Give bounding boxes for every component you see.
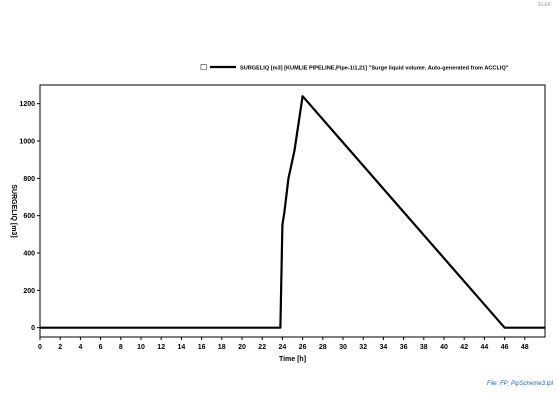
y-tick-label: 200 (23, 288, 35, 295)
x-tick-label: 6 (99, 344, 103, 351)
y-axis-label: SURGELIQ [m3] (10, 184, 17, 237)
x-tick-label: 32 (359, 344, 367, 351)
x-tick-label: 16 (198, 344, 206, 351)
x-tick-label: 12 (157, 344, 165, 351)
x-tick-label: 26 (299, 344, 307, 351)
x-tick-label: 2 (58, 344, 62, 351)
x-tick-label: 10 (137, 344, 145, 351)
x-tick-label: 30 (339, 344, 347, 351)
x-tick-label: 42 (460, 344, 468, 351)
x-tick-label: 36 (400, 344, 408, 351)
series-layer (40, 95, 545, 329)
footer-file-label: File: FP_PipScheme3.tpl (486, 381, 553, 387)
legend-marker-icon: ☐ (200, 63, 207, 72)
y-tick-label: 600 (23, 213, 35, 220)
axis-labels: 0 2 4 6 8 10 12 14 16 18 20 22 24 26 28 30 32 34 36 38 40 42 4… (10, 101, 529, 363)
x-tick-label: 4 (78, 344, 82, 351)
y-tick-label: 0 (31, 325, 35, 332)
axes (37, 84, 546, 340)
x-tick-label: 22 (258, 344, 266, 351)
y-tick-label: 800 (23, 176, 35, 183)
y-tick-label: 1200 (19, 101, 35, 108)
series-line-0 (40, 95, 545, 329)
x-tick-label: 24 (279, 344, 287, 351)
corner-label: ELEK (538, 2, 551, 8)
x-tick-label: 28 (319, 344, 327, 351)
legend-label: SURGELIQ [m3] [KUMLIE PIPELINE,Pipe-1\1,… (240, 66, 509, 72)
y-tick-label: 1000 (19, 139, 35, 146)
y-tick-label: 400 (23, 251, 35, 258)
x-tick-label: 38 (420, 344, 428, 351)
x-tick-label: 48 (521, 344, 529, 351)
x-tick-label: 18 (218, 344, 226, 351)
legend: ☐ SURGELIQ [m3] [KUMLIE PIPELINE,Pipe-1\1… (200, 63, 509, 72)
x-tick-label: 44 (481, 344, 489, 351)
x-tick-label: 0 (38, 344, 42, 351)
plot-frame (39, 84, 546, 338)
x-tick-label: 40 (440, 344, 448, 351)
x-tick-label: 8 (119, 344, 123, 351)
x-tick-label: 20 (238, 344, 246, 351)
x-tick-label: 34 (380, 344, 388, 351)
x-axis-label: Time [h] (279, 356, 306, 363)
x-tick-label: 46 (501, 344, 509, 351)
x-tick-label: 14 (178, 344, 186, 351)
